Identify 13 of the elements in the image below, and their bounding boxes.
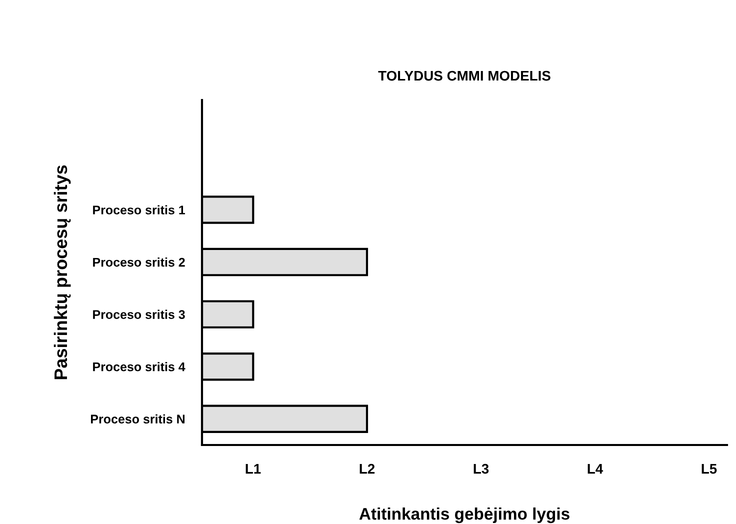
y-tick-label: Proceso sritis N: [90, 414, 184, 424]
y-tick-label: Proceso sritis 1: [93, 205, 185, 214]
y-tick-label: Proceso sritis 3: [93, 310, 185, 319]
text: TOLYDUS CMMI MODELIS: [378, 70, 550, 81]
y-axis-title: Pasirinktų procesų sritys: [54, 165, 71, 380]
text: L4: [588, 464, 604, 474]
text: L5: [702, 464, 717, 474]
y-tick-label: Proceso sritis 2: [93, 258, 185, 267]
text: L2: [360, 464, 375, 474]
text: L1: [246, 464, 261, 474]
text: L3: [474, 464, 489, 474]
y-tick-label: Proceso sritis 4: [93, 362, 186, 372]
x-axis-title: Atitinkantis gebėjimo lygis: [359, 508, 570, 524]
